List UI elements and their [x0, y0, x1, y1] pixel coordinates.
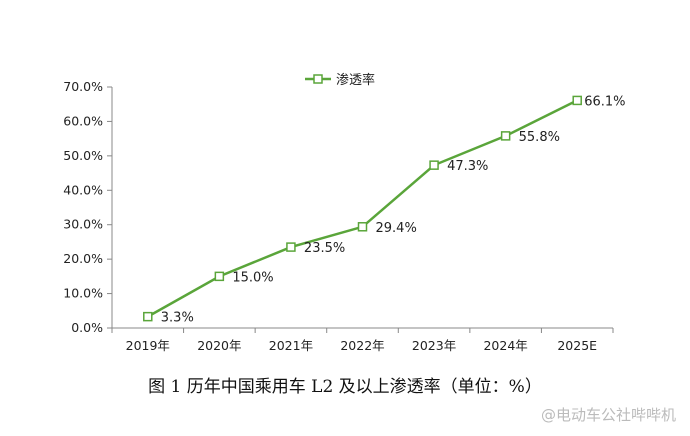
data-point [572, 95, 582, 106]
data-point [429, 160, 439, 170]
figure-caption: 图 1 历年中国乘用车 L2 及以上渗透率（单位：%） [148, 377, 542, 397]
data-label: 3.3% [161, 311, 194, 326]
data-point [500, 131, 511, 141]
x-tick-label: 2020年 [197, 338, 241, 353]
legend-marker [313, 74, 323, 84]
data-point [214, 271, 225, 282]
y-tick-label: 60.0% [63, 113, 103, 128]
data-label: 15.0% [232, 270, 273, 285]
y-tick-label: 40.0% [63, 182, 103, 197]
data-label: 55.8% [519, 130, 560, 145]
y-tick-label: 50.0% [63, 148, 103, 163]
x-tick-label: 2019年 [126, 338, 170, 353]
y-tick-label: 30.0% [63, 217, 103, 232]
data-label: 29.4% [376, 221, 417, 236]
data-label: 47.3% [447, 159, 488, 174]
data-point [357, 222, 368, 232]
data-point [143, 311, 153, 322]
x-tick-label: 2021年 [269, 338, 313, 353]
x-tick-label: 2025E [557, 338, 597, 353]
legend-label: 渗透率 [336, 72, 375, 88]
y-tick-label: 20.0% [63, 251, 103, 266]
x-tick-label: 2024年 [483, 338, 527, 353]
data-label: 23.5% [304, 241, 345, 256]
y-tick-label: 0.0% [71, 320, 103, 335]
data-label: 66.1% [584, 94, 625, 109]
series-line [147, 99, 578, 318]
watermark: @电动车公社哔哔机 [540, 406, 676, 424]
x-tick-label: 2023年 [412, 338, 456, 353]
data-point [286, 242, 296, 252]
y-tick-label: 70.0% [63, 79, 103, 94]
x-tick-label: 2022年 [340, 338, 384, 353]
y-tick-label: 10.0% [63, 286, 103, 301]
